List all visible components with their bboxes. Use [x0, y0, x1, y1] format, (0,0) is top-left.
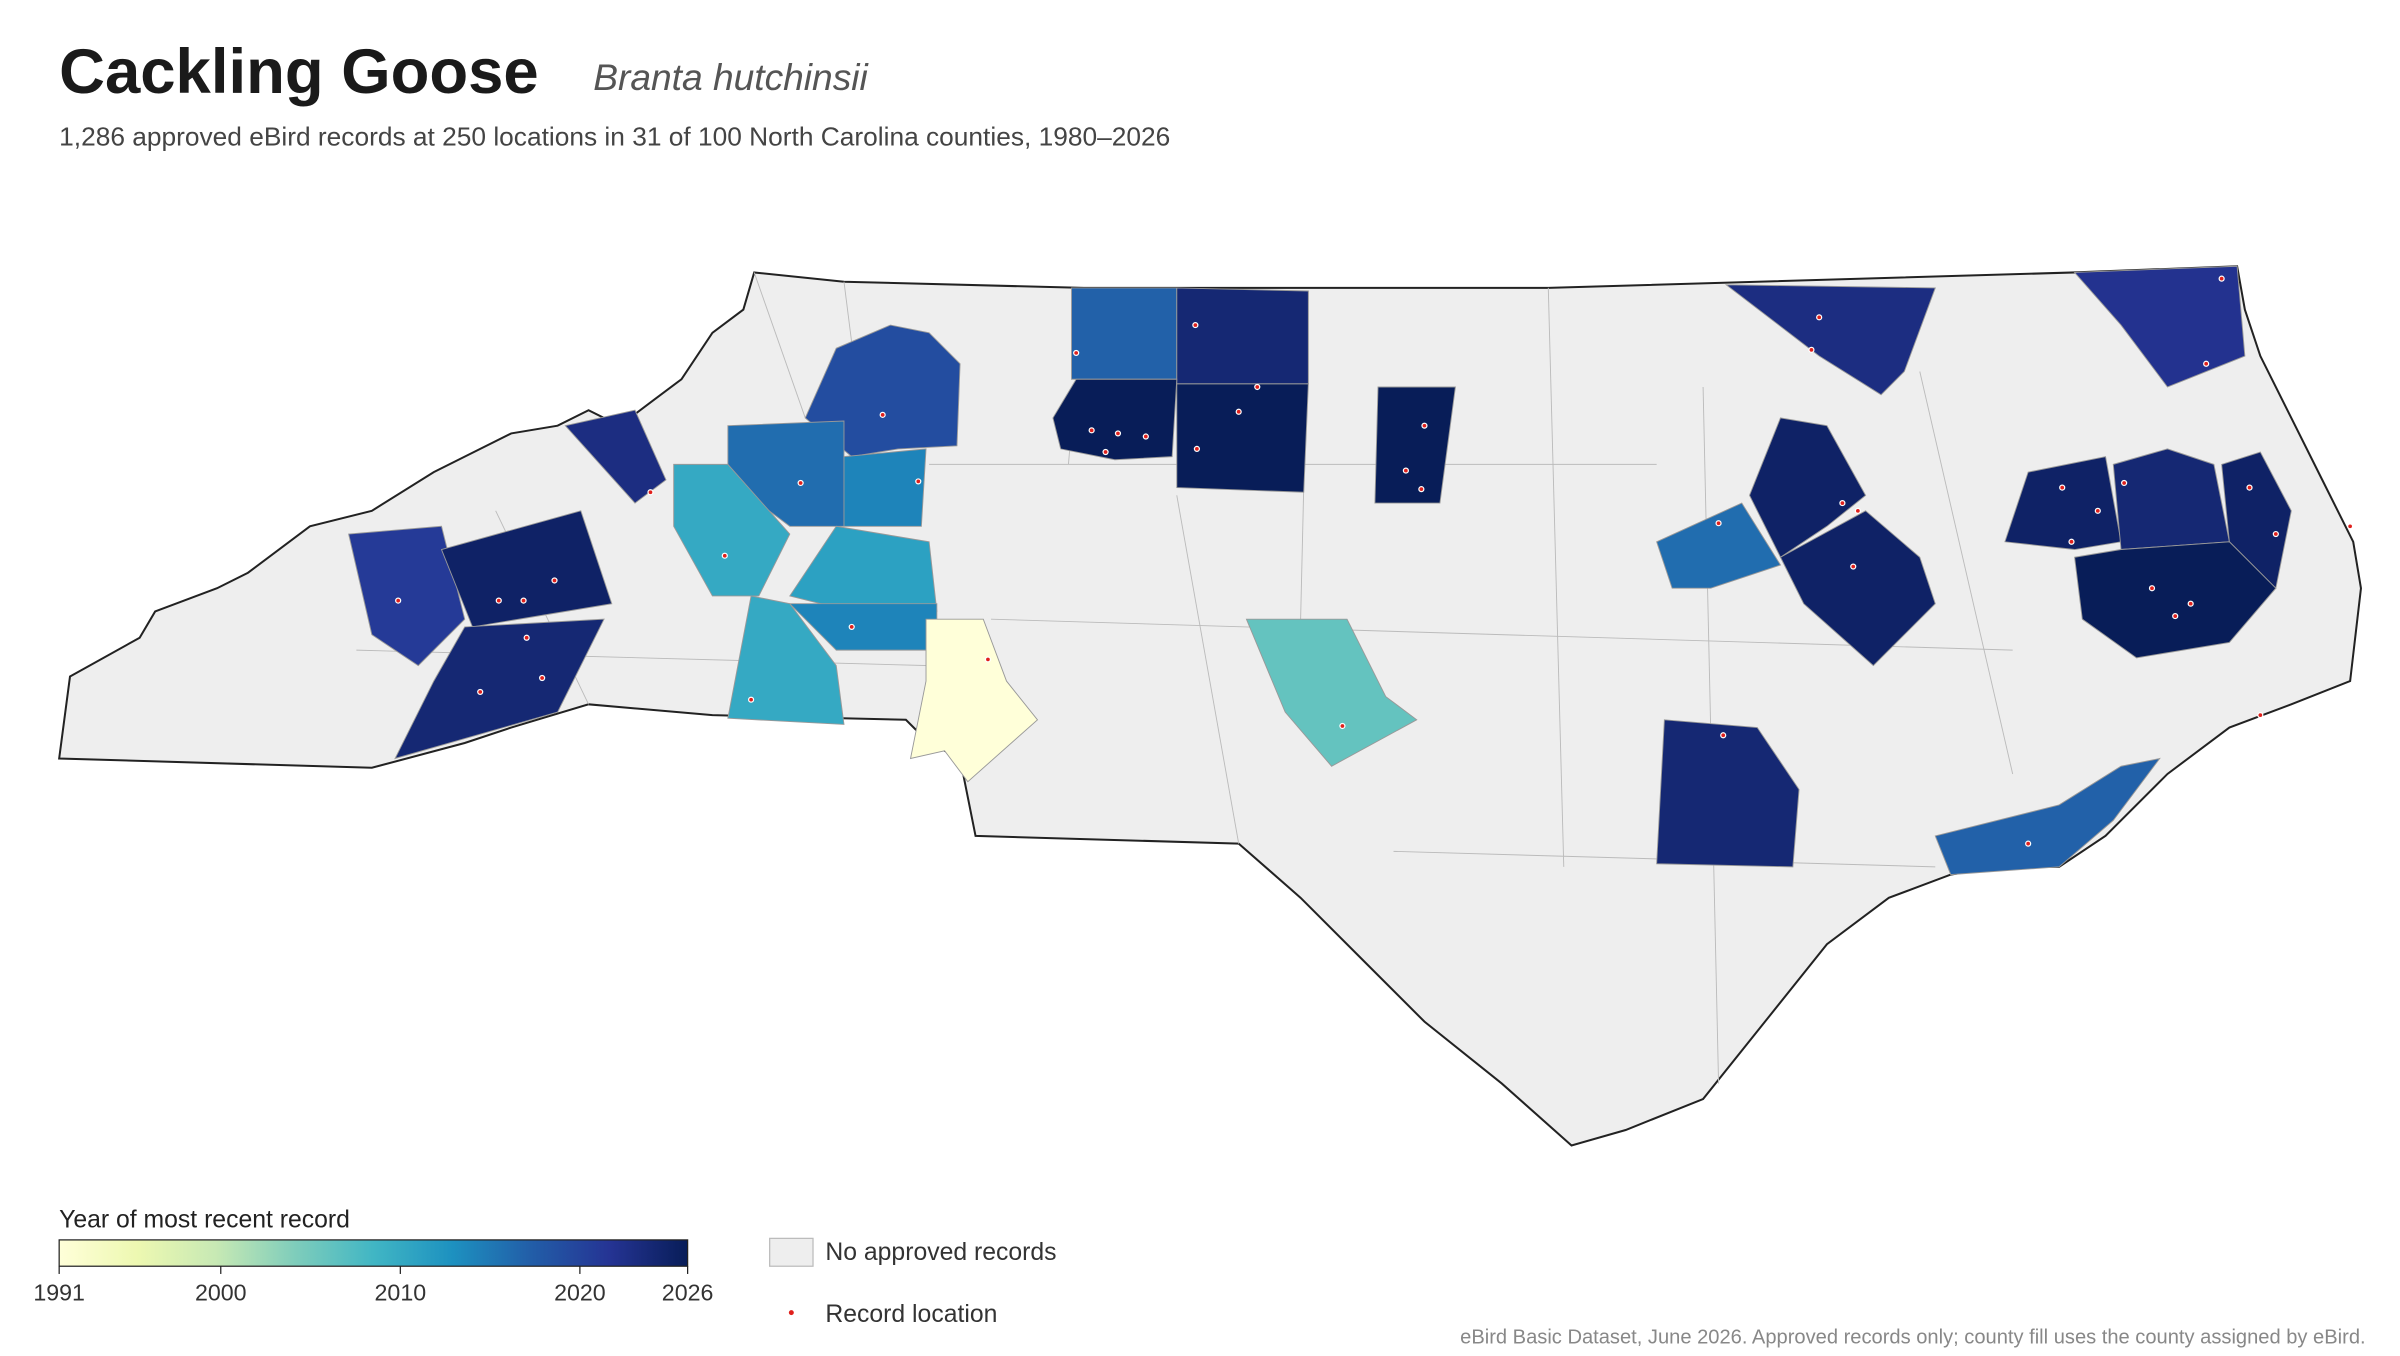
record-location	[2257, 712, 2264, 719]
record-location	[1839, 499, 1846, 507]
county-line	[1919, 371, 2014, 775]
record-location	[2187, 600, 2194, 607]
record-location	[1854, 507, 1861, 514]
record-location	[1402, 467, 1409, 474]
record-location	[395, 597, 402, 604]
record-location	[1715, 520, 1722, 527]
county	[1779, 510, 1936, 667]
record-location	[2272, 530, 2279, 538]
title: Cackling Goose	[59, 37, 539, 107]
record-location	[1193, 445, 1201, 452]
record-location	[1339, 722, 1346, 730]
county-line	[991, 618, 2013, 651]
record-location	[1073, 349, 1080, 357]
record-location	[2121, 479, 2128, 487]
footnote: eBird Basic Dataset, June 2026. Approved…	[1460, 1327, 2365, 1349]
record-location	[2025, 840, 2032, 847]
county	[843, 448, 927, 527]
record-location	[539, 674, 546, 682]
county	[673, 463, 791, 597]
record-location	[1808, 346, 1815, 353]
record-location	[721, 552, 728, 559]
county	[2074, 541, 2277, 659]
county	[1374, 386, 1456, 504]
county	[440, 510, 613, 628]
record-location	[1088, 427, 1095, 434]
no-data-swatch	[769, 1237, 814, 1267]
record-location	[1850, 563, 1857, 570]
color-bar-tick-label: 1991	[33, 1279, 85, 1305]
record-location	[2203, 360, 2210, 367]
county	[1052, 378, 1178, 461]
county	[1245, 618, 1418, 767]
record-location	[879, 411, 886, 418]
county	[1176, 287, 1309, 385]
state-map	[58, 265, 2362, 1147]
record-location	[984, 656, 992, 663]
record-location	[495, 597, 502, 604]
record-location	[747, 696, 755, 703]
record-location	[523, 634, 530, 641]
record-location	[915, 478, 922, 485]
county	[2221, 451, 2292, 590]
record-location	[477, 688, 484, 696]
legend-title: Year of most recent record	[59, 1207, 350, 1234]
color-bar-tick-label: 2000	[195, 1279, 247, 1305]
county	[727, 595, 845, 725]
record-location	[1192, 321, 1199, 329]
county-line	[753, 272, 806, 419]
record-location	[1421, 422, 1428, 429]
subtitle: 1,286 approved eBird records at 250 loca…	[59, 122, 1170, 152]
record-location	[2347, 523, 2354, 530]
county	[1176, 383, 1309, 493]
record-location	[1114, 430, 1122, 437]
record-label: Record location	[825, 1301, 997, 1328]
county	[2004, 456, 2122, 550]
color-bar-tick-label: 2026	[662, 1279, 714, 1305]
record-location	[1102, 448, 1109, 456]
color-bar-tick-label: 2020	[554, 1279, 606, 1305]
record-location	[2148, 585, 2156, 592]
county	[1071, 287, 1178, 380]
record-location	[520, 597, 527, 604]
county	[2073, 265, 2246, 388]
no-data-label: No approved records	[825, 1239, 1056, 1266]
species-name: Branta hutchinsii	[593, 56, 869, 98]
record-location	[2094, 507, 2101, 514]
county	[348, 525, 466, 667]
county	[909, 618, 1039, 783]
record-location	[797, 479, 804, 487]
record-location	[1142, 433, 1149, 440]
color-bar-tick-label: 2010	[375, 1279, 427, 1305]
county	[1724, 284, 1936, 396]
record-location	[1418, 486, 1425, 493]
record-location	[2068, 538, 2075, 545]
record-location	[1816, 314, 1823, 321]
record-location	[2246, 484, 2253, 491]
record-swatch	[788, 1310, 794, 1316]
county	[1656, 719, 1800, 868]
county	[394, 618, 605, 760]
county	[1934, 757, 2161, 876]
record-location	[1254, 383, 1261, 391]
county-line	[1176, 495, 1240, 844]
record-location	[1720, 732, 1727, 739]
color-bar	[58, 1239, 689, 1267]
record-location	[647, 489, 654, 496]
county	[564, 409, 667, 504]
county-line	[1547, 287, 1565, 867]
county	[2112, 448, 2230, 551]
record-location	[551, 577, 558, 584]
record-location	[2218, 275, 2225, 282]
record-location	[2172, 612, 2179, 620]
county	[1656, 502, 1782, 589]
record-location	[2059, 484, 2066, 491]
record-location	[1235, 408, 1242, 415]
record-location	[848, 623, 855, 631]
